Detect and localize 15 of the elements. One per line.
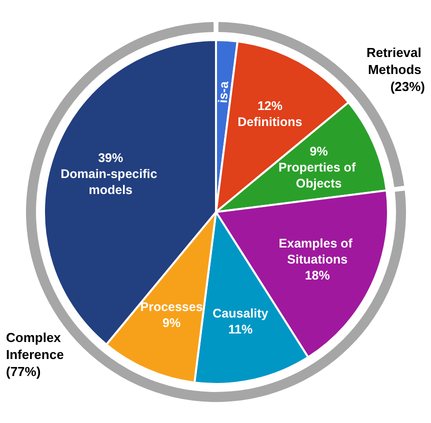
slice-label: Retrieval Methods (23%) bbox=[366, 44, 425, 94]
data-label: 11% bbox=[228, 322, 253, 336]
slice-label: Complex Inference (77%) bbox=[6, 330, 68, 380]
slice-label: Definitions bbox=[238, 114, 302, 129]
data-label: 18% bbox=[304, 268, 330, 283]
data-label: 9% bbox=[162, 316, 181, 330]
data-label: 39% bbox=[98, 151, 124, 166]
data-label: 12% bbox=[257, 98, 282, 113]
slice-label: Domain-specific models bbox=[60, 167, 161, 198]
slice-label: Processes bbox=[140, 300, 203, 314]
slice-label: is-a bbox=[216, 80, 232, 104]
slice-label: Examples of Situations bbox=[278, 236, 356, 267]
slice-label: Causality bbox=[212, 306, 268, 320]
data-label: 9% bbox=[310, 144, 328, 159]
slice-label: Properties of Objects bbox=[278, 160, 360, 191]
